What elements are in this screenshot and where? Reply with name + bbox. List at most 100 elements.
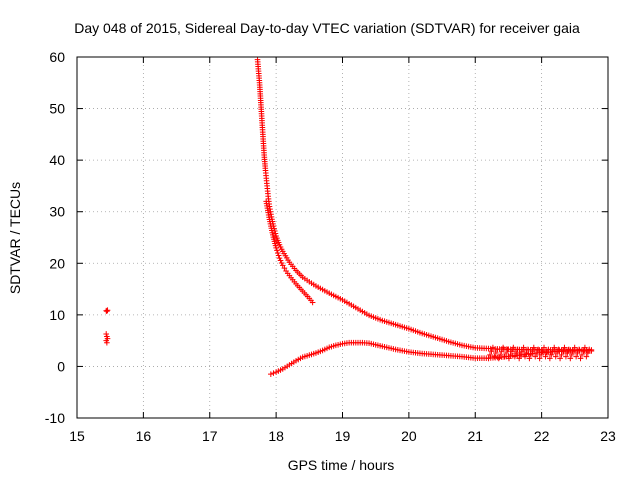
- data-point: [507, 352, 514, 358]
- data-point: [552, 353, 559, 360]
- data-point: [585, 350, 591, 356]
- y-tick-label: 40: [49, 152, 65, 168]
- data-point: [281, 265, 288, 271]
- data-point: [547, 355, 553, 362]
- data-point: [568, 352, 575, 358]
- data-point: [542, 353, 549, 360]
- data-point: [571, 344, 578, 351]
- data-point: [551, 344, 558, 351]
- x-tick-label: 18: [268, 428, 284, 444]
- x-tick-label: 16: [136, 428, 152, 444]
- data-point: [274, 250, 281, 256]
- data-point: [104, 307, 111, 314]
- data-point: [512, 353, 518, 360]
- data-point: [548, 352, 555, 358]
- data-point: [530, 344, 537, 351]
- data-point: [503, 350, 509, 356]
- data-point: [275, 252, 282, 259]
- y-tick-label: 60: [49, 49, 65, 65]
- data-point: [577, 355, 584, 362]
- data-point: [274, 247, 280, 254]
- data-points: [103, 56, 595, 377]
- x-tick-label: 19: [335, 428, 351, 444]
- x-tick-label: 21: [467, 428, 483, 444]
- x-tick-label: 17: [202, 428, 218, 444]
- data-point: [485, 355, 492, 362]
- data-point: [532, 353, 539, 360]
- y-tick-label: 0: [57, 358, 65, 374]
- data-point: [529, 348, 536, 355]
- data-point: [555, 346, 562, 353]
- data-point: [563, 353, 569, 360]
- data-point: [583, 353, 590, 360]
- data-point: [277, 257, 284, 264]
- data-point: [523, 350, 530, 356]
- data-point: [270, 370, 277, 376]
- data-point: [580, 348, 587, 355]
- data-point: [570, 348, 577, 355]
- x-tick-label: 20: [401, 428, 417, 444]
- data-point: [567, 355, 574, 362]
- data-point: [510, 344, 517, 351]
- data-point: [104, 308, 110, 315]
- data-point: [487, 352, 493, 358]
- data-point: [509, 348, 515, 355]
- chart-title: Day 048 of 2015, Sidereal Day-to-day VTE…: [74, 20, 580, 36]
- data-point: [494, 346, 501, 353]
- data-point: [525, 346, 531, 353]
- data-point: [557, 355, 563, 362]
- data-point: [273, 245, 279, 251]
- data-point: [522, 353, 528, 360]
- data-point: [539, 348, 546, 355]
- y-axis-label: SDTVAR / TECUs: [7, 182, 23, 294]
- x-tick-label: 22: [534, 428, 550, 444]
- data-point: [544, 350, 550, 356]
- data-point: [517, 352, 524, 358]
- data-point: [504, 346, 511, 353]
- data-point: [103, 307, 110, 314]
- data-point: [560, 348, 566, 355]
- data-point: [493, 350, 499, 356]
- data-point: [586, 346, 593, 353]
- data-point: [561, 344, 568, 351]
- data-point: [278, 260, 285, 266]
- data-point: [526, 355, 533, 362]
- data-point: [528, 352, 534, 358]
- data-point: [564, 350, 571, 356]
- data-point: [519, 348, 525, 355]
- x-tick-label: 15: [69, 428, 85, 444]
- y-tick-label: 10: [49, 307, 65, 323]
- data-point: [573, 353, 579, 360]
- data-point: [533, 350, 540, 356]
- data-point: [558, 352, 565, 358]
- data-point: [488, 348, 495, 355]
- data-point: [513, 350, 520, 356]
- data-point: [549, 348, 556, 355]
- data-point: [520, 344, 527, 351]
- data-point: [538, 352, 544, 358]
- data-point: [536, 355, 543, 362]
- x-axis-label: GPS time / hours: [288, 457, 395, 473]
- data-point: [582, 344, 588, 351]
- y-tick-label: 50: [49, 101, 65, 117]
- data-point: [498, 348, 505, 355]
- data-point: [535, 346, 541, 353]
- data-point: [576, 346, 582, 353]
- data-point: [516, 355, 522, 362]
- data-point: [490, 344, 496, 351]
- data-point: [309, 299, 316, 306]
- ticks: 15 16 17 18 19 20 21 22 23 -10 0 10 20 30 40 50 60: [45, 49, 616, 444]
- data-point: [514, 346, 521, 353]
- data-point: [554, 350, 560, 356]
- data-point: [497, 352, 504, 358]
- data-point: [579, 352, 585, 358]
- data-point: [541, 344, 547, 351]
- data-point: [501, 353, 508, 360]
- data-point: [279, 262, 286, 269]
- data-point: [491, 353, 498, 360]
- data-point: [545, 346, 552, 353]
- data-point: [566, 346, 572, 353]
- y-tick-label: 30: [49, 204, 65, 220]
- data-point: [495, 355, 502, 362]
